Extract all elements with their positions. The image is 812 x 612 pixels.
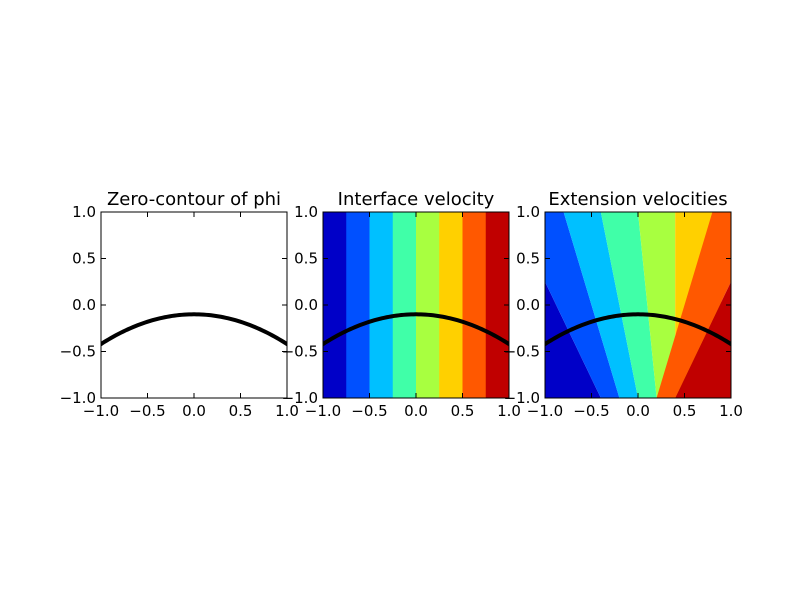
x-tick-label: 1.0 bbox=[275, 402, 299, 420]
velocity-band bbox=[346, 212, 370, 398]
x-tick-label: 0.5 bbox=[451, 402, 475, 420]
velocity-band bbox=[323, 212, 347, 398]
y-tick-label: −0.5 bbox=[282, 343, 318, 361]
y-tick-label: −1.0 bbox=[60, 389, 96, 407]
x-tick-label: 1.0 bbox=[719, 402, 743, 420]
velocity-band bbox=[545, 281, 601, 398]
y-tick-label: −1.0 bbox=[282, 389, 318, 407]
x-tick-label: −0.5 bbox=[573, 402, 609, 420]
plot-clip-group bbox=[545, 212, 731, 398]
subplot-extension-velocities: Extension velocities −1.0−1.0 −0.5 −0.5 0.0… bbox=[504, 189, 743, 420]
velocity-band bbox=[600, 212, 657, 398]
y-tick-label: 0.0 bbox=[72, 296, 96, 314]
x-tick-label: 0.0 bbox=[182, 402, 206, 420]
velocity-band bbox=[545, 212, 620, 398]
y-tick-label: 0.5 bbox=[516, 250, 540, 268]
plot-area bbox=[323, 212, 509, 398]
plot-clip-group bbox=[323, 212, 509, 398]
subplot-interface-velocity: Interface velocity −1.0−1.0 −0.5 −0.5 0.0 0.… bbox=[282, 189, 521, 420]
plot-area bbox=[545, 212, 731, 398]
y-tick-label: −0.5 bbox=[504, 343, 540, 361]
y-tick-label: 1.0 bbox=[294, 203, 318, 221]
velocity-band bbox=[656, 212, 731, 398]
velocity-band bbox=[675, 281, 731, 398]
velocity-band bbox=[369, 212, 394, 398]
velocity-band bbox=[485, 212, 509, 398]
x-tick-label: −1.0 bbox=[527, 402, 563, 420]
y-tick-label: 0.0 bbox=[294, 296, 318, 314]
x-tick-label: 0.5 bbox=[229, 402, 253, 420]
chart-title: Interface velocity bbox=[338, 189, 495, 210]
velocity-band bbox=[462, 212, 487, 398]
velocity-band bbox=[439, 212, 463, 398]
subplot-zero-contour: Zero-contour of phi −1.0−1.0 −0.5 −0.5 0.0 0… bbox=[60, 189, 299, 420]
chart-title: Zero-contour of phi bbox=[107, 189, 281, 210]
x-tick-label: 0.5 bbox=[673, 402, 697, 420]
plot-area bbox=[101, 212, 287, 398]
y-tick-label: −1.0 bbox=[504, 389, 540, 407]
x-tick-label: 0.0 bbox=[626, 402, 650, 420]
zero-contour-line bbox=[101, 312, 287, 347]
velocity-band bbox=[638, 212, 676, 398]
plot-background bbox=[101, 212, 287, 398]
axes: −1.0−1.0 −0.5 −0.5 0.0 0.0 0.5 0.5 1.0 1.0 bbox=[282, 203, 521, 420]
velocity-band bbox=[392, 212, 417, 398]
y-tick-label: 0.0 bbox=[516, 296, 540, 314]
x-tick-label: 0.0 bbox=[404, 402, 428, 420]
x-tick-label: −1.0 bbox=[83, 402, 119, 420]
x-tick-label: −0.5 bbox=[129, 402, 165, 420]
axes: −1.0−1.0 −0.5 −0.5 0.0 0.0 0.5 0.5 1.0 1.0 bbox=[60, 203, 299, 420]
zero-contour-line bbox=[323, 312, 509, 347]
y-tick-label: 0.5 bbox=[294, 250, 318, 268]
zero-contour-line bbox=[545, 312, 731, 347]
x-tick-label: −0.5 bbox=[351, 402, 387, 420]
velocity-band bbox=[563, 212, 638, 398]
velocity-band bbox=[416, 212, 440, 398]
y-tick-label: 1.0 bbox=[72, 203, 96, 221]
axes: −1.0−1.0 −0.5 −0.5 0.0 0.0 0.5 0.5 1.0 1.0 bbox=[504, 203, 743, 420]
x-tick-label: −1.0 bbox=[305, 402, 341, 420]
x-tick-label: 1.0 bbox=[497, 402, 521, 420]
y-tick-label: 1.0 bbox=[516, 203, 540, 221]
plot-clip-group bbox=[101, 212, 287, 398]
chart-title: Extension velocities bbox=[548, 189, 727, 210]
y-tick-label: 0.5 bbox=[72, 250, 96, 268]
y-tick-label: −0.5 bbox=[60, 343, 96, 361]
